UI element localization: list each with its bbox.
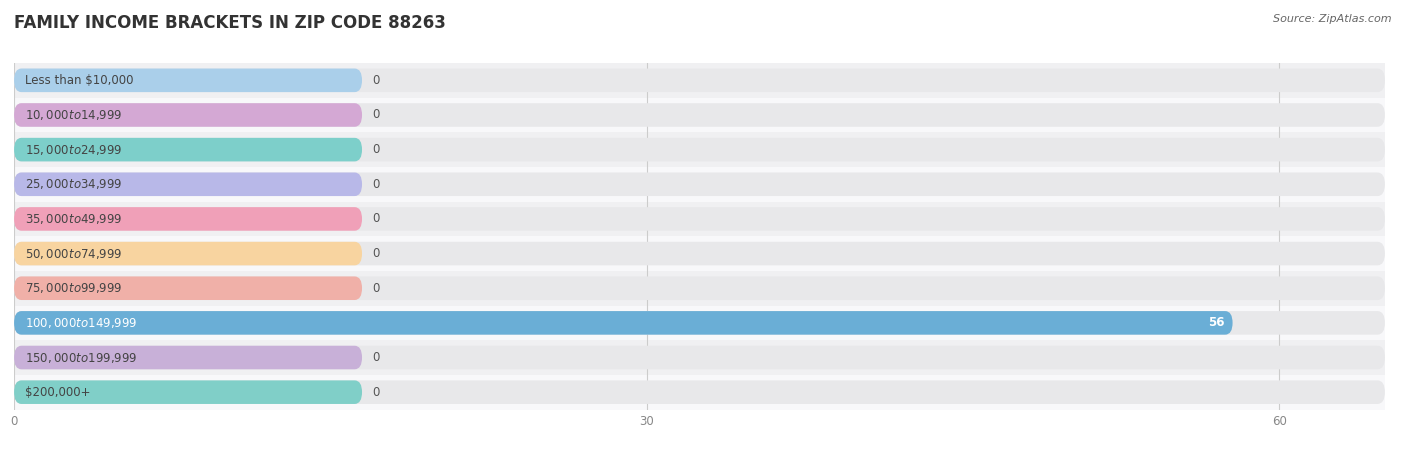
Text: $75,000 to $99,999: $75,000 to $99,999 <box>25 281 122 295</box>
Text: Less than $10,000: Less than $10,000 <box>25 74 134 87</box>
Bar <box>14 98 1385 132</box>
Bar <box>14 63 1385 98</box>
FancyBboxPatch shape <box>14 172 1385 196</box>
Text: 0: 0 <box>373 108 380 122</box>
FancyBboxPatch shape <box>14 103 1385 127</box>
FancyBboxPatch shape <box>14 311 1233 335</box>
Bar <box>14 271 1385 306</box>
Text: $100,000 to $149,999: $100,000 to $149,999 <box>25 316 136 330</box>
FancyBboxPatch shape <box>14 242 1385 266</box>
Text: $50,000 to $74,999: $50,000 to $74,999 <box>25 247 122 261</box>
Text: 0: 0 <box>373 247 380 260</box>
FancyBboxPatch shape <box>14 276 1385 300</box>
Text: $15,000 to $24,999: $15,000 to $24,999 <box>25 143 122 157</box>
FancyBboxPatch shape <box>14 380 363 404</box>
FancyBboxPatch shape <box>14 311 1385 335</box>
Text: $25,000 to $34,999: $25,000 to $34,999 <box>25 177 122 191</box>
FancyBboxPatch shape <box>14 242 363 266</box>
Bar <box>14 306 1385 340</box>
Text: FAMILY INCOME BRACKETS IN ZIP CODE 88263: FAMILY INCOME BRACKETS IN ZIP CODE 88263 <box>14 14 446 32</box>
Text: $200,000+: $200,000+ <box>25 386 90 399</box>
FancyBboxPatch shape <box>14 276 363 300</box>
Text: 0: 0 <box>373 351 380 364</box>
FancyBboxPatch shape <box>14 380 1385 404</box>
Bar <box>14 132 1385 167</box>
Text: 0: 0 <box>373 178 380 191</box>
Text: 0: 0 <box>373 386 380 399</box>
FancyBboxPatch shape <box>14 346 363 369</box>
Text: 56: 56 <box>1208 316 1225 329</box>
Text: $150,000 to $199,999: $150,000 to $199,999 <box>25 351 136 364</box>
Text: 0: 0 <box>373 212 380 225</box>
Text: 0: 0 <box>373 143 380 156</box>
Text: 0: 0 <box>373 74 380 87</box>
FancyBboxPatch shape <box>14 207 1385 231</box>
FancyBboxPatch shape <box>14 138 1385 162</box>
Bar <box>14 375 1385 410</box>
FancyBboxPatch shape <box>14 207 363 231</box>
Bar <box>14 202 1385 236</box>
Bar <box>14 340 1385 375</box>
Bar <box>14 167 1385 202</box>
Text: 0: 0 <box>373 282 380 295</box>
FancyBboxPatch shape <box>14 68 363 92</box>
FancyBboxPatch shape <box>14 172 363 196</box>
Bar <box>14 236 1385 271</box>
Text: $35,000 to $49,999: $35,000 to $49,999 <box>25 212 122 226</box>
FancyBboxPatch shape <box>14 138 363 162</box>
Text: $10,000 to $14,999: $10,000 to $14,999 <box>25 108 122 122</box>
FancyBboxPatch shape <box>14 346 1385 369</box>
FancyBboxPatch shape <box>14 103 363 127</box>
Text: Source: ZipAtlas.com: Source: ZipAtlas.com <box>1274 14 1392 23</box>
FancyBboxPatch shape <box>14 68 1385 92</box>
